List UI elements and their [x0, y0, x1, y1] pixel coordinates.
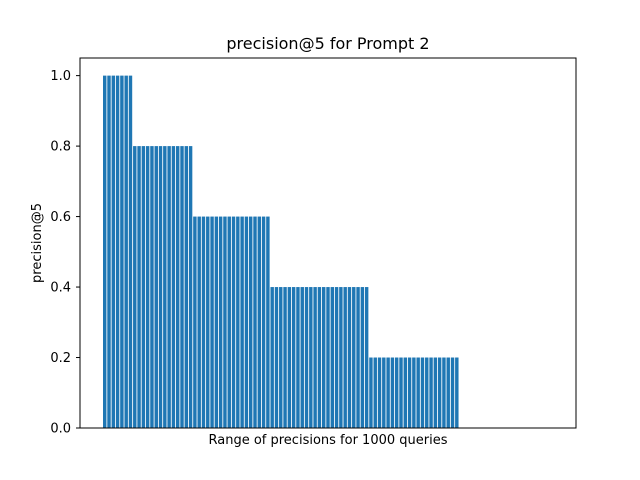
bar	[309, 287, 313, 428]
bar	[210, 216, 214, 428]
bar	[420, 357, 425, 428]
bar	[145, 146, 150, 428]
bar	[115, 75, 120, 429]
bar	[141, 146, 146, 428]
bar	[450, 357, 455, 428]
bar	[437, 357, 442, 428]
bar	[184, 146, 189, 428]
bar	[394, 357, 399, 428]
plot-frame	[79, 57, 577, 429]
bar	[347, 287, 352, 428]
bar	[180, 146, 184, 428]
bar	[407, 357, 412, 428]
bar	[193, 216, 197, 428]
bar	[257, 216, 262, 428]
bar	[231, 216, 236, 428]
bar	[244, 216, 249, 428]
bar	[279, 287, 283, 428]
bar	[326, 287, 330, 428]
bar	[266, 216, 270, 428]
bar	[403, 357, 408, 428]
bar	[425, 357, 429, 428]
bar	[107, 75, 111, 429]
bar	[304, 287, 309, 428]
y-axis-label: precision@5	[30, 203, 45, 283]
bars-group	[103, 75, 459, 429]
bar	[103, 75, 107, 429]
bar	[201, 216, 206, 428]
bar	[399, 357, 403, 428]
bar	[206, 216, 210, 428]
bar	[218, 216, 223, 428]
y-tick-label: 1.0	[50, 69, 71, 84]
y-tick-label: 0.0	[50, 422, 71, 437]
bar	[253, 216, 257, 428]
x-axis-label: Range of precisions for 1000 queries	[209, 433, 448, 448]
bar	[167, 146, 171, 428]
bar	[227, 216, 231, 428]
bar	[274, 287, 279, 428]
bar	[429, 357, 433, 428]
bar	[334, 287, 339, 428]
bar	[321, 287, 326, 428]
bar	[128, 75, 133, 429]
bar	[364, 287, 369, 428]
bar	[377, 357, 382, 428]
bar	[197, 216, 201, 428]
bar	[455, 357, 459, 428]
bar	[154, 146, 158, 428]
bar	[291, 287, 296, 428]
bar	[188, 146, 193, 428]
bar	[158, 146, 163, 428]
bar	[356, 287, 360, 428]
bar	[317, 287, 322, 428]
y-tick-label: 0.8	[50, 140, 71, 155]
bar	[373, 357, 377, 428]
bar	[339, 287, 343, 428]
bar	[236, 216, 240, 428]
bar	[300, 287, 304, 428]
bar	[163, 146, 167, 428]
y-axis-ticks: 0.0 0.2 0.4 0.6 0.8 1.0	[50, 69, 80, 437]
bar	[446, 357, 450, 428]
bar	[248, 216, 253, 428]
bar	[120, 75, 124, 429]
bar	[270, 287, 274, 428]
bar	[283, 287, 287, 428]
y-tick-label: 0.4	[50, 281, 71, 296]
bar	[313, 287, 317, 428]
bar	[240, 216, 244, 428]
bar	[261, 216, 266, 428]
bar	[386, 357, 390, 428]
bar	[382, 357, 386, 428]
bar	[171, 146, 176, 428]
bar	[223, 216, 227, 428]
bar	[360, 287, 365, 428]
bar	[369, 357, 373, 428]
bar	[352, 287, 356, 428]
y-tick-label: 0.6	[50, 210, 71, 225]
bar	[412, 357, 416, 428]
chart-title: precision@5 for Prompt 2	[226, 34, 429, 53]
bar	[442, 357, 446, 428]
y-tick-label: 0.2	[50, 351, 71, 366]
bar	[111, 75, 116, 429]
bar	[330, 287, 335, 428]
bar	[124, 75, 128, 429]
bar	[296, 287, 300, 428]
bar	[433, 357, 438, 428]
bar	[214, 216, 219, 428]
bar	[133, 146, 137, 428]
bar	[287, 287, 292, 428]
bar	[390, 357, 395, 428]
bar	[150, 146, 154, 428]
bar	[343, 287, 347, 428]
bar	[416, 357, 420, 428]
bar	[137, 146, 141, 428]
bar	[176, 146, 180, 428]
